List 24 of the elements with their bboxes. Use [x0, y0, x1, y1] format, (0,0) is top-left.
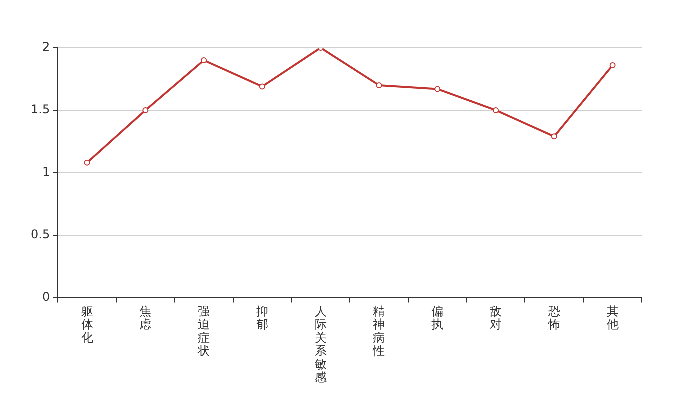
x-tick-label: 偏执: [432, 304, 444, 332]
point: [201, 57, 208, 64]
point: [493, 107, 500, 114]
point: [376, 82, 382, 88]
point: [84, 160, 90, 166]
x-tick-label: 其他: [606, 304, 619, 332]
x-tick-label: 强迫症状: [197, 304, 210, 358]
y-tick-label: 1: [42, 165, 50, 180]
point: [142, 107, 149, 114]
y-tick-label: 0.5: [30, 227, 50, 242]
x-tick-label: 抑郁: [256, 304, 268, 332]
point: [434, 86, 441, 92]
x-tick-label: 焦虑: [140, 304, 152, 332]
y-tick-label: 2: [42, 40, 50, 54]
y-tick-label: 0: [42, 290, 50, 304]
x-tick-label: 恐怖: [547, 304, 560, 332]
point: [610, 62, 616, 68]
x-tick-label: 人际关系敏感: [314, 304, 327, 385]
y-tick-label: 1.5: [30, 102, 50, 117]
point: [551, 134, 558, 140]
x-tick-label: 躯体化: [81, 304, 94, 345]
x-tick-label: 精神病性: [372, 304, 386, 358]
x-tick-label: 敌对: [490, 304, 502, 332]
point: [259, 84, 266, 90]
